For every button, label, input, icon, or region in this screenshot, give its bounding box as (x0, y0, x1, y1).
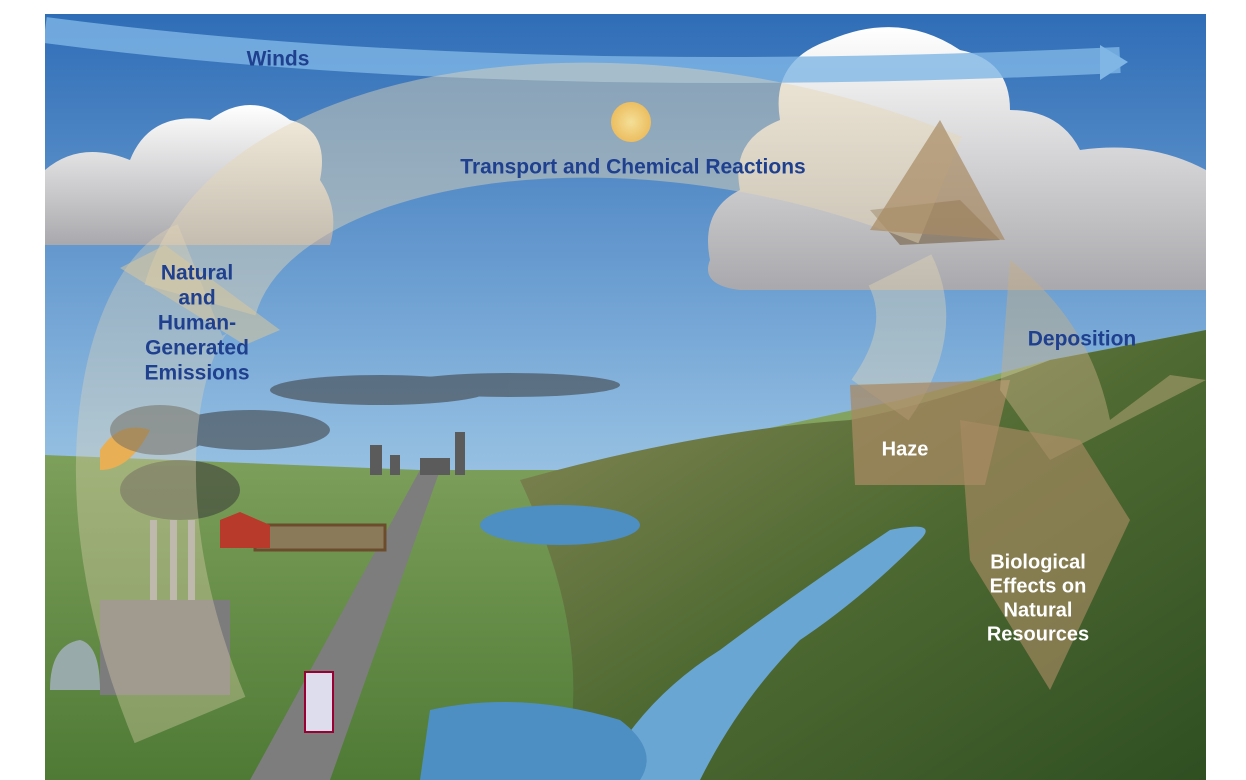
shape-rect (390, 455, 400, 475)
page: Air quality diagram {"labels": { "winds"… (0, 0, 1246, 780)
deposition-label: Deposition (1028, 328, 1137, 351)
label-line: Natural (1004, 599, 1073, 621)
label-line: Natural (161, 262, 233, 285)
shape-rect (305, 672, 333, 732)
label-line: Resources (987, 623, 1089, 645)
label-line: Generated (145, 337, 249, 360)
shape-rect (420, 458, 450, 475)
shape-ellipse (400, 373, 620, 397)
shape-rect (370, 445, 382, 475)
diagram: Winds Transport and Chemical Reactions N… (0, 0, 1246, 780)
shape-rect (255, 525, 385, 550)
transport-label: Transport and Chemical Reactions (460, 156, 805, 179)
label-line: Emissions (144, 362, 249, 385)
label-line: Biological (990, 551, 1086, 573)
shape-path (880, 270, 911, 400)
illustration (45, 14, 1206, 780)
shape-ellipse (480, 505, 640, 545)
label-line: Effects on (990, 575, 1087, 597)
haze-label: Haze (882, 438, 929, 460)
shape-rect (455, 432, 465, 475)
label-line: Human- (158, 312, 236, 335)
body: Winds Transport and Chemical Reactions N… (0, 0, 1246, 780)
winds-label: Winds (247, 48, 310, 71)
label-line: and (178, 287, 215, 310)
